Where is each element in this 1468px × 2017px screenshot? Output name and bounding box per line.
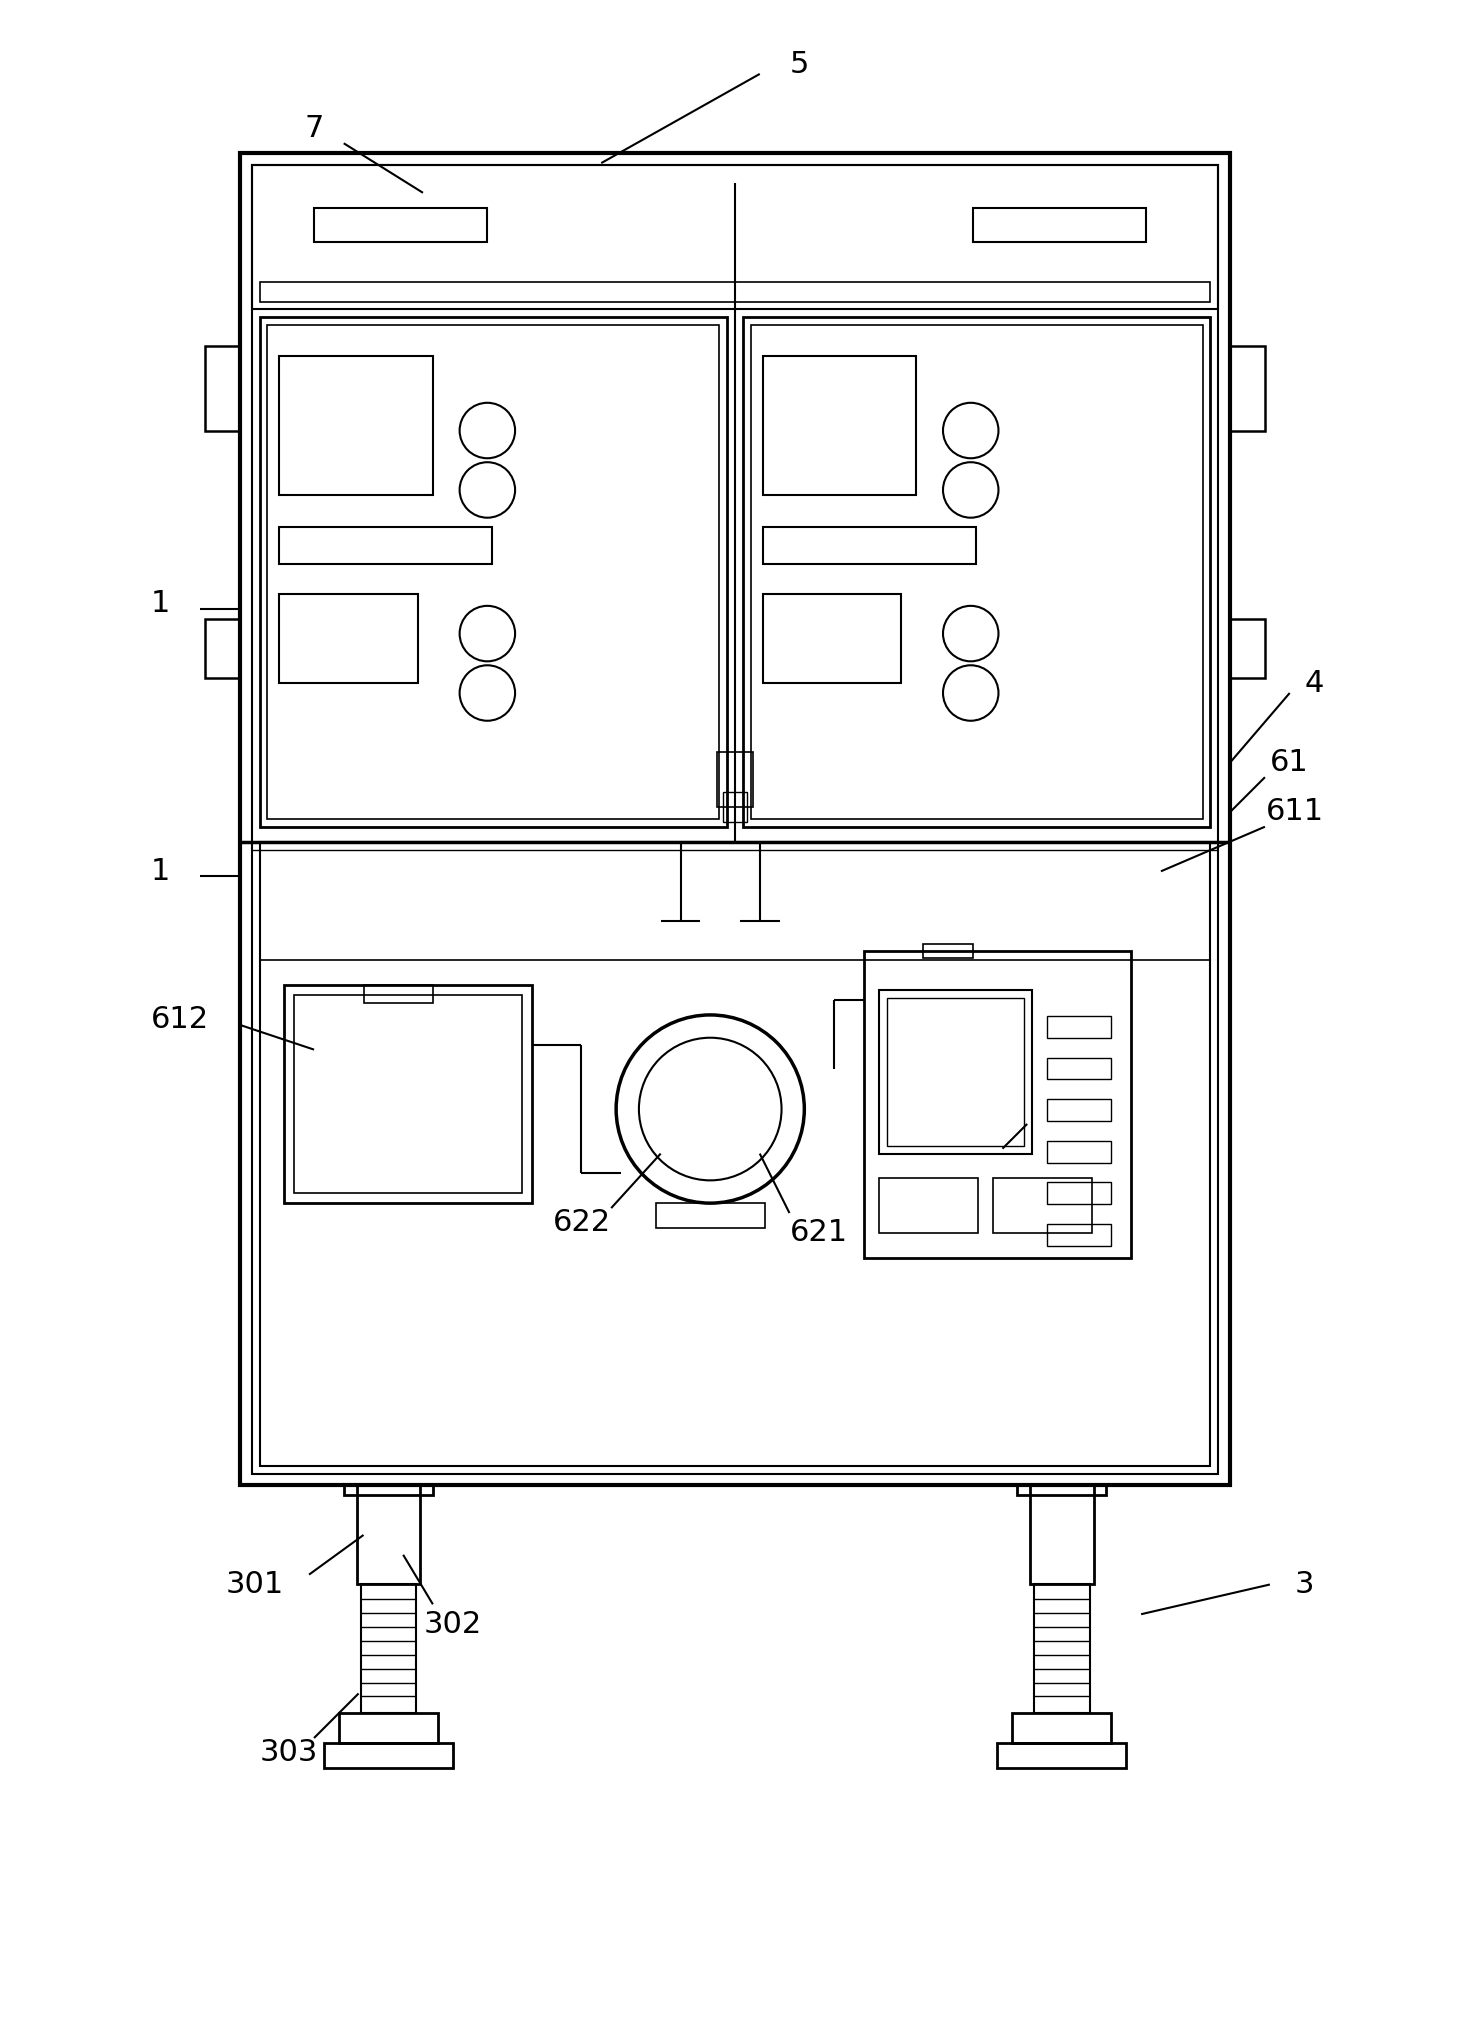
Text: 5: 5 bbox=[790, 50, 809, 79]
Text: 622: 622 bbox=[552, 1208, 611, 1238]
Bar bbox=[724, 793, 747, 821]
Bar bbox=[279, 357, 433, 494]
Text: 302: 302 bbox=[424, 1610, 482, 1638]
Bar bbox=[1031, 1485, 1094, 1585]
Bar bbox=[1047, 1099, 1111, 1121]
Bar bbox=[344, 1485, 433, 1495]
Bar bbox=[206, 347, 239, 430]
Bar bbox=[997, 1743, 1126, 1767]
Bar bbox=[251, 165, 1218, 1474]
Bar bbox=[206, 619, 239, 678]
Text: 301: 301 bbox=[226, 1569, 283, 1599]
Bar bbox=[1047, 1224, 1111, 1247]
Bar bbox=[279, 593, 418, 684]
Bar bbox=[656, 1204, 765, 1228]
Bar bbox=[718, 752, 753, 807]
Bar bbox=[879, 990, 1032, 1154]
Bar bbox=[357, 1485, 420, 1585]
Bar bbox=[239, 153, 1230, 1485]
Bar bbox=[314, 208, 487, 242]
Text: 1: 1 bbox=[151, 589, 170, 619]
Bar bbox=[763, 593, 901, 684]
Bar bbox=[750, 325, 1202, 819]
Text: 621: 621 bbox=[790, 1218, 849, 1247]
Text: 3: 3 bbox=[1295, 1569, 1314, 1599]
Bar bbox=[279, 526, 492, 565]
Text: 7: 7 bbox=[304, 113, 324, 143]
Bar bbox=[1230, 347, 1265, 430]
Bar bbox=[285, 984, 531, 1204]
Text: 1: 1 bbox=[151, 857, 170, 885]
Bar bbox=[294, 994, 523, 1194]
Bar bbox=[361, 1585, 415, 1712]
Bar bbox=[1047, 1142, 1111, 1162]
Bar bbox=[1033, 1585, 1089, 1712]
Bar bbox=[763, 357, 916, 494]
Bar bbox=[1047, 1017, 1111, 1037]
Bar bbox=[251, 165, 1218, 309]
Bar bbox=[879, 1178, 978, 1232]
Bar bbox=[260, 282, 1211, 303]
Bar bbox=[923, 944, 973, 958]
Bar bbox=[887, 998, 1025, 1146]
Bar bbox=[1047, 1182, 1111, 1204]
Text: 612: 612 bbox=[151, 1004, 210, 1035]
Bar bbox=[339, 1712, 437, 1743]
Text: 4: 4 bbox=[1305, 668, 1324, 698]
Bar bbox=[260, 317, 727, 827]
Text: 61: 61 bbox=[1270, 748, 1309, 777]
Bar bbox=[1230, 619, 1265, 678]
Bar bbox=[863, 950, 1132, 1259]
Text: 303: 303 bbox=[260, 1739, 319, 1767]
Bar bbox=[763, 526, 976, 565]
Bar bbox=[267, 325, 719, 819]
Bar bbox=[1047, 1057, 1111, 1079]
Bar bbox=[1017, 1485, 1107, 1495]
Bar bbox=[743, 317, 1211, 827]
Text: 611: 611 bbox=[1265, 797, 1324, 827]
Bar bbox=[1013, 1712, 1111, 1743]
Bar bbox=[364, 984, 433, 1002]
Bar bbox=[973, 208, 1147, 242]
Bar bbox=[324, 1743, 452, 1767]
Bar bbox=[260, 841, 1211, 1466]
Bar bbox=[992, 1178, 1092, 1232]
